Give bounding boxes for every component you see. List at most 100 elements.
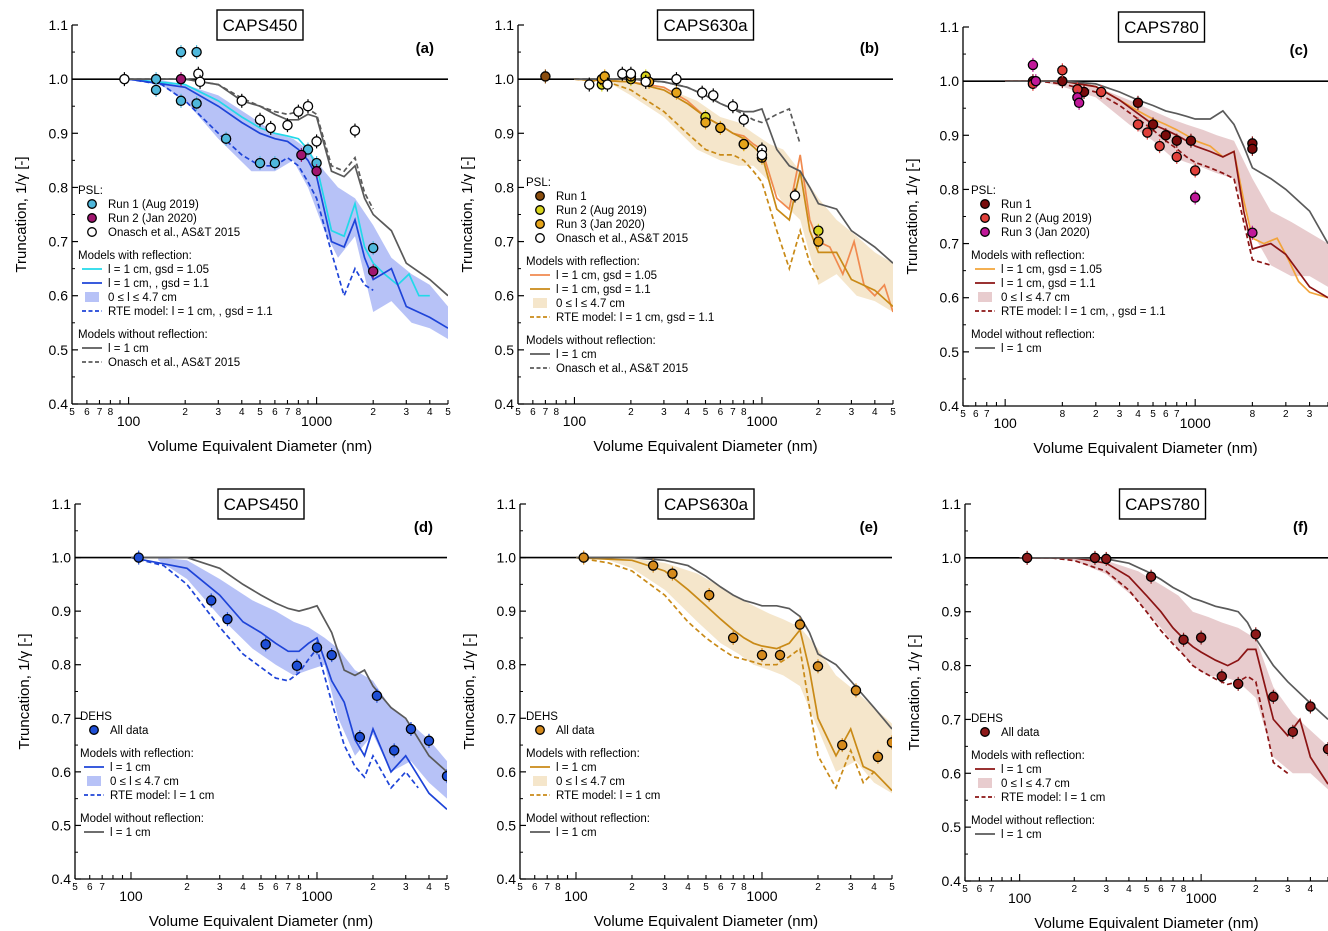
x-minor-tick-label: 5 — [517, 882, 523, 893]
data-point-s2 — [282, 119, 293, 131]
series-line-rte — [574, 78, 820, 280]
legend-label: 0 ≤ l ≤ 4.7 cm — [556, 776, 625, 788]
x-minor-tick-label: 5 — [962, 884, 968, 895]
legend-label: l = 1 cm, , gsd = 1.1 — [108, 278, 209, 290]
data-point-s2 — [1189, 192, 1201, 203]
legend-label: Onasch et al., AS&T 2015 — [108, 227, 240, 239]
legend-patch — [978, 778, 992, 788]
series-line-m1 — [1005, 80, 1328, 299]
data-point-s1 — [367, 266, 379, 277]
legend-label: 0 ≤ l ≤ 4.7 cm — [110, 776, 179, 788]
x-minor-tick-label: 2 — [1071, 884, 1077, 895]
x-minor-tick-label: 8 — [553, 407, 559, 418]
legend-label: Onasch et al., AS&T 2015 — [556, 363, 688, 375]
x-minor-tick-label: 5 — [69, 407, 75, 418]
x-minor-tick-label: 4 — [426, 882, 432, 893]
x-minor-tick-label: 5 — [890, 407, 896, 418]
y-tick-label: 0.9 — [495, 125, 515, 141]
legend-label: 0 ≤ l ≤ 4.7 cm — [556, 298, 625, 310]
data-point-s0 — [150, 73, 162, 85]
plot-area — [518, 66, 893, 313]
legend-header: PSL: — [971, 185, 996, 197]
data-point-s3 — [708, 90, 719, 101]
x-minor-tick-label: 4 — [685, 882, 691, 893]
legend-label: All data — [1001, 727, 1040, 739]
x-minor-tick-label: 8 — [296, 882, 302, 893]
legend-marker — [535, 205, 545, 215]
data-point-s0 — [886, 737, 892, 748]
x-tick-label: 1000 — [746, 413, 777, 429]
legend-label: RTE model: l = 1 cm, gsd = 1.1 — [556, 312, 714, 324]
y-tick-label: 0.8 — [497, 657, 517, 673]
y-tick-label: 1.1 — [942, 496, 962, 512]
series-line-rte — [575, 556, 875, 790]
legend-label: RTE model: l = 1 cm — [1001, 792, 1105, 804]
data-point-s3 — [640, 76, 651, 88]
legend-header: Model without reflection: — [80, 813, 204, 825]
legend-label: l = 1 cm, gsd = 1.1 — [556, 284, 651, 296]
y-tick-label: 0.9 — [942, 604, 962, 620]
uncertainty-band — [608, 557, 892, 794]
x-minor-tick-label: 6 — [272, 407, 278, 418]
y-tick-label: 0.4 — [940, 398, 960, 414]
x-axis-label: Volume Equivalent Diameter (nm) — [148, 438, 372, 455]
title-box — [216, 9, 304, 41]
legend-header: Model without reflection: — [526, 813, 650, 825]
x-minor-tick-label: 5 — [1150, 409, 1156, 420]
data-point-s2 — [302, 100, 314, 112]
y-tick-label: 1.0 — [495, 71, 515, 87]
y-axis-label: Truncation, 1/γ [-] — [459, 156, 476, 272]
data-point-s0 — [191, 98, 202, 109]
y-tick-label: 0.7 — [940, 236, 960, 252]
data-point-s1 — [175, 73, 187, 85]
data-point-s0 — [1287, 726, 1299, 738]
x-minor-tick-label: 2 — [1253, 884, 1259, 895]
y-tick-label: 0.6 — [497, 764, 517, 780]
data-point-s1 — [813, 225, 824, 236]
series-line-n0 — [1005, 80, 1328, 245]
legend-label: 0 ≤ l ≤ 4.7 cm — [108, 292, 177, 304]
y-tick-label: 0.6 — [940, 290, 960, 306]
data-point-s2 — [265, 122, 276, 134]
data-point-s1 — [1095, 86, 1107, 98]
uncertainty-band — [158, 557, 447, 799]
data-point-s0 — [872, 751, 884, 763]
data-point-s1 — [1154, 140, 1165, 152]
data-point-s0 — [405, 723, 417, 735]
x-minor-tick-label: 5 — [703, 882, 709, 893]
x-minor-tick-label: 7 — [730, 882, 736, 893]
data-point-s3 — [756, 149, 768, 161]
x-tick-label: 1000 — [301, 413, 332, 429]
legend: PSL: Run 1 Run 2 (Aug 2019) Run 3 (Jan 2020… — [971, 185, 1166, 355]
data-point-s0 — [1247, 143, 1258, 155]
data-point-s0 — [326, 649, 337, 661]
y-tick-label: 1.0 — [49, 71, 69, 87]
y-tick-label: 0.5 — [495, 342, 515, 358]
x-minor-tick-label: 7 — [97, 407, 103, 418]
y-tick-label: 0.6 — [942, 765, 962, 781]
chart-title: CAPS450 — [223, 16, 298, 35]
panel-label: (d) — [414, 519, 433, 536]
series-line-m0 — [128, 78, 430, 297]
data-point-s1 — [1189, 165, 1201, 176]
data-point-s0 — [311, 642, 323, 653]
legend-marker — [89, 725, 99, 735]
x-tick-label: 100 — [993, 415, 1017, 431]
data-point-s0 — [578, 552, 589, 563]
x-minor-tick-label: 4 — [1135, 409, 1141, 420]
data-point-s0 — [367, 242, 379, 254]
x-minor-tick-label: 2 — [628, 407, 634, 418]
data-point-s2 — [1247, 227, 1258, 238]
x-minor-tick-label: 5 — [445, 407, 451, 418]
x-minor-tick-label: 7 — [989, 884, 995, 895]
data-point-s2 — [293, 106, 304, 117]
series-line-rte — [1019, 557, 1289, 774]
legend-header: PSL: — [526, 177, 551, 189]
plot-area — [963, 57, 1328, 299]
y-tick-label: 1.0 — [52, 550, 72, 566]
data-point-s1 — [311, 165, 322, 177]
x-minor-tick-label: 7 — [544, 882, 550, 893]
legend-label: l = 1 cm — [108, 343, 149, 355]
legend-header: Models without reflection: — [526, 335, 656, 347]
